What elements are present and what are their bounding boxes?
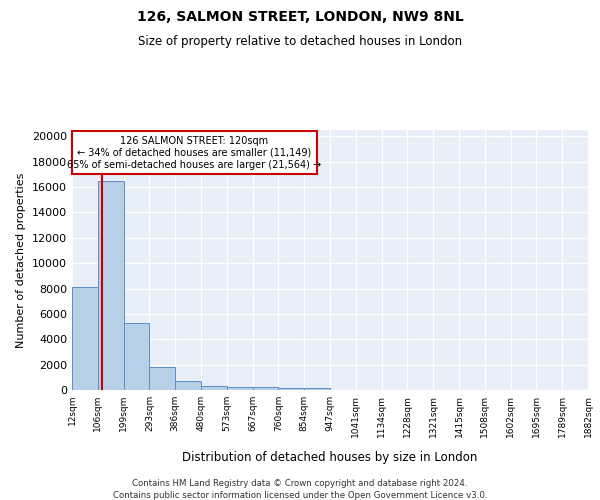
Bar <box>253 388 278 390</box>
Bar <box>175 381 201 390</box>
Text: ← 34% of detached houses are smaller (11,149): ← 34% of detached houses are smaller (11… <box>77 148 311 158</box>
Bar <box>227 387 253 390</box>
Y-axis label: Number of detached properties: Number of detached properties <box>16 172 26 348</box>
Text: Contains public sector information licensed under the Open Government Licence v3: Contains public sector information licen… <box>113 490 487 500</box>
Text: Contains HM Land Registry data © Crown copyright and database right 2024.: Contains HM Land Registry data © Crown c… <box>132 480 468 488</box>
Text: 126 SALMON STREET: 120sqm: 126 SALMON STREET: 120sqm <box>121 136 269 146</box>
Bar <box>201 386 227 390</box>
Text: 126, SALMON STREET, LONDON, NW9 8NL: 126, SALMON STREET, LONDON, NW9 8NL <box>137 10 463 24</box>
Bar <box>304 388 330 390</box>
Bar <box>124 323 149 390</box>
Bar <box>98 180 124 390</box>
Bar <box>278 388 304 390</box>
Text: Size of property relative to detached houses in London: Size of property relative to detached ho… <box>138 35 462 48</box>
Bar <box>72 288 98 390</box>
Bar <box>149 366 175 390</box>
Text: Distribution of detached houses by size in London: Distribution of detached houses by size … <box>182 451 478 464</box>
FancyBboxPatch shape <box>72 132 317 174</box>
Text: 65% of semi-detached houses are larger (21,564) →: 65% of semi-detached houses are larger (… <box>67 160 322 170</box>
